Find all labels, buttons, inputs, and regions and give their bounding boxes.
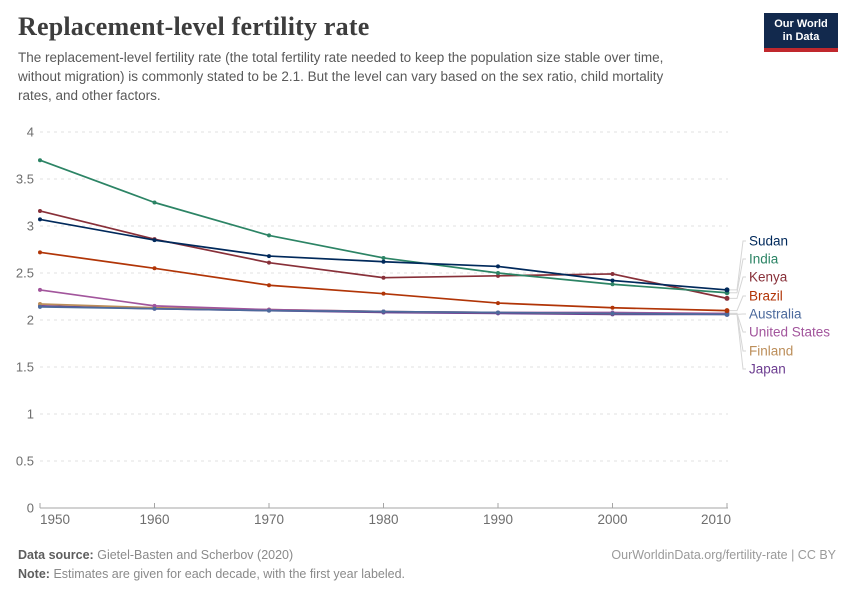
x-tick-label: 1950 <box>40 512 70 527</box>
series-kenya[interactable] <box>38 208 730 301</box>
data-point <box>610 311 615 316</box>
y-tick-label: 4 <box>27 125 34 140</box>
series-brazil[interactable] <box>38 250 730 314</box>
data-point <box>610 271 615 276</box>
data-point <box>610 282 615 287</box>
data-point <box>496 271 500 275</box>
legend-connector-kenya <box>730 276 746 299</box>
data-point <box>496 264 500 269</box>
legend-connector-sudan <box>730 240 746 291</box>
chart-subtitle: The replacement-level fertility rate (th… <box>18 48 663 105</box>
data-point <box>152 306 157 311</box>
data-point <box>610 305 615 310</box>
legend-connector-finland <box>730 312 746 352</box>
series-sudan[interactable] <box>38 217 730 293</box>
legend-label-india[interactable]: India <box>749 252 779 267</box>
x-tick-label: 1960 <box>139 512 169 527</box>
data-point <box>38 158 42 163</box>
data-point <box>381 291 386 296</box>
data-point <box>267 260 271 265</box>
data-point <box>152 200 157 205</box>
legend-connector-india <box>730 258 746 294</box>
legend-label-brazil[interactable]: Brazil <box>749 289 783 304</box>
data-point <box>496 310 500 315</box>
page-title: Replacement-level fertility rate <box>18 12 370 41</box>
x-tick-label: 1970 <box>254 512 284 527</box>
y-tick-label: 0.5 <box>16 454 34 469</box>
data-point <box>152 238 157 243</box>
x-tick-label: 1990 <box>483 512 513 527</box>
data-point <box>152 266 157 271</box>
data-point <box>267 254 271 259</box>
data-point <box>496 301 500 306</box>
legend-label-united-states[interactable]: United States <box>749 325 830 340</box>
note-line: Note: Estimates are given for each decad… <box>18 567 405 581</box>
data-point <box>152 303 157 308</box>
legend-connector-japan <box>730 313 746 370</box>
legend-label-sudan[interactable]: Sudan <box>749 234 788 249</box>
y-tick-label: 0 <box>27 501 34 516</box>
owid-logo[interactable]: Our World in Data <box>764 13 838 52</box>
x-tick-label: 2000 <box>597 512 627 527</box>
data-point <box>38 250 42 255</box>
subtitle-line: The replacement-level fertility rate (th… <box>18 50 664 65</box>
data-point <box>38 302 42 307</box>
data-point <box>38 304 42 309</box>
y-tick-label: 2 <box>27 313 34 328</box>
legend-label-australia[interactable]: Australia <box>749 307 802 322</box>
y-tick-label: 2.5 <box>16 266 34 281</box>
legend-label-finland[interactable]: Finland <box>749 344 793 359</box>
note-label: Note: <box>18 567 50 581</box>
data-point <box>496 273 500 278</box>
data-point <box>724 287 730 293</box>
y-tick-label: 1.5 <box>16 360 34 375</box>
owid-logo-line1: Our World <box>774 18 828 30</box>
legend-connector-brazil <box>730 295 746 312</box>
data-point <box>724 295 730 301</box>
note-text: Estimates are given for each decade, wit… <box>53 567 406 581</box>
y-tick-label: 3 <box>27 219 34 234</box>
data-point <box>38 287 42 292</box>
data-point <box>267 233 271 238</box>
series-india[interactable] <box>38 158 730 296</box>
data-point <box>267 308 271 313</box>
data-source-text: Gietel-Basten and Scherbov (2020) <box>97 548 294 562</box>
x-tick-label: 2010 <box>701 512 731 527</box>
data-point <box>38 217 42 222</box>
data-point <box>381 259 386 264</box>
data-point <box>724 311 730 317</box>
series-australia[interactable] <box>38 304 730 317</box>
data-point <box>38 208 42 213</box>
legend-label-japan[interactable]: Japan <box>749 362 786 377</box>
owid-logo-line2: in Data <box>782 31 820 43</box>
data-point <box>381 309 386 314</box>
data-source-label: Data source: <box>18 548 94 562</box>
fertility-chart[interactable]: 0 0.5 1 1.5 2 2.5 3 3.5 4 1950 1960 1970 1980 1990 200… <box>0 0 850 540</box>
data-point <box>381 275 386 280</box>
data-point <box>610 278 615 283</box>
data-point <box>381 255 386 260</box>
owid-citation-link[interactable]: OurWorldinData.org/fertility-rate | CC B… <box>611 548 836 562</box>
y-tick-label: 3.5 <box>16 172 34 187</box>
data-source-line: Data source: Gietel-Basten and Scherbov … <box>18 548 293 562</box>
subtitle-line: without migration) is commonly stated to… <box>18 69 664 84</box>
x-tick-label: 1980 <box>368 512 398 527</box>
subtitle-line: rates, and other factors. <box>18 88 161 103</box>
data-point <box>724 308 730 314</box>
legend-label-kenya[interactable]: Kenya <box>749 270 788 285</box>
y-tick-label: 1 <box>27 407 34 422</box>
data-point <box>267 283 271 288</box>
